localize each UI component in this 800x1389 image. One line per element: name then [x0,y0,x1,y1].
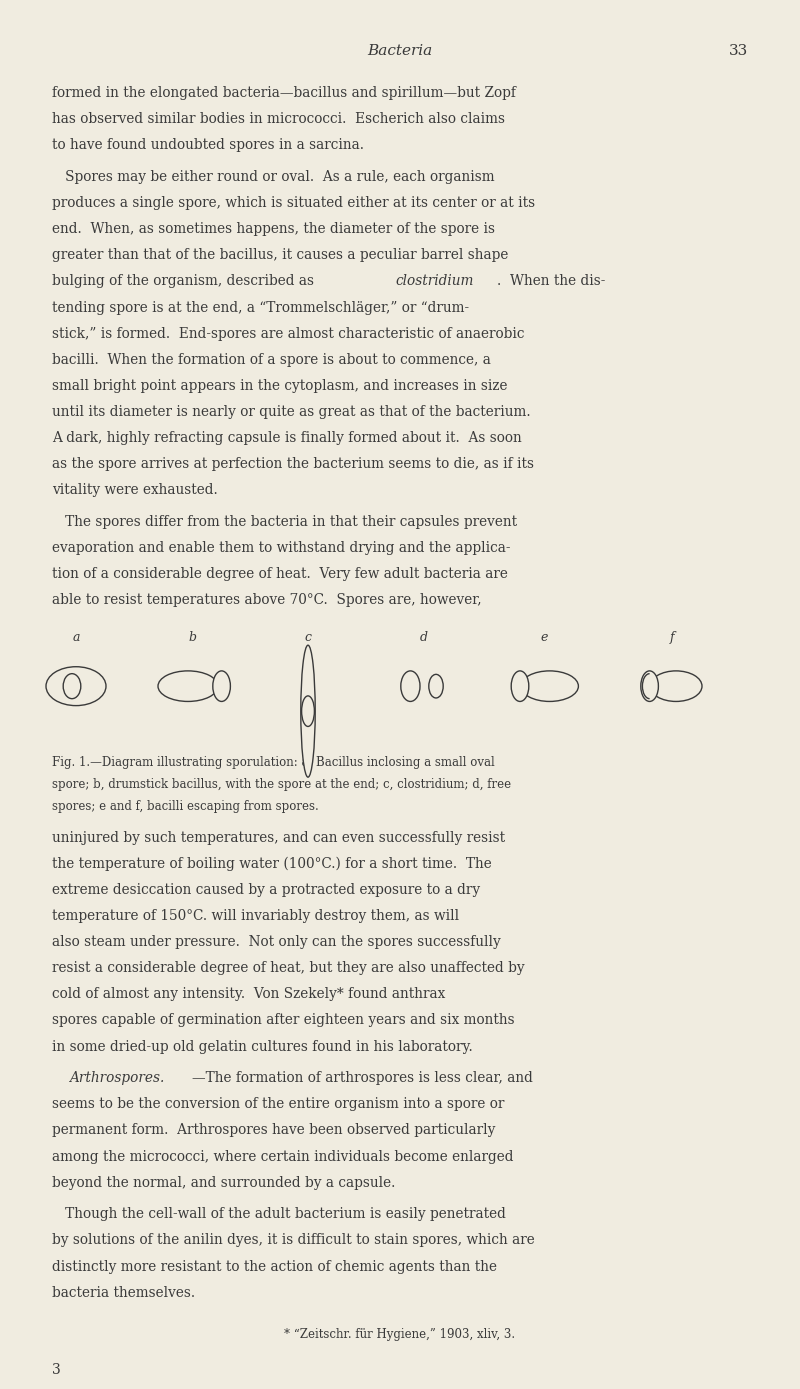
Text: bacilli.  When the formation of a spore is about to commence, a: bacilli. When the formation of a spore i… [52,353,491,367]
Text: also steam under pressure.  Not only can the spores successfully: also steam under pressure. Not only can … [52,935,501,949]
Text: small bright point appears in the cytoplasm, and increases in size: small bright point appears in the cytopl… [52,379,507,393]
Text: Bacteria: Bacteria [367,44,433,58]
Text: tending spore is at the end, a “Trommelschläger,” or “drum-: tending spore is at the end, a “Trommels… [52,300,469,314]
Ellipse shape [429,675,443,699]
Text: end.  When, as sometimes happens, the diameter of the spore is: end. When, as sometimes happens, the dia… [52,222,495,236]
Text: e: e [540,631,548,643]
Text: able to resist temperatures above 70°C.  Spores are, however,: able to resist temperatures above 70°C. … [52,593,482,607]
Text: uninjured by such temperatures, and can even successfully resist: uninjured by such temperatures, and can … [52,831,505,845]
Text: clostridium: clostridium [396,275,474,289]
Text: resist a considerable degree of heat, but they are also unaffected by: resist a considerable degree of heat, bu… [52,961,525,975]
Text: Arthrospores.: Arthrospores. [69,1071,164,1085]
Text: —The formation of arthrospores is less clear, and: —The formation of arthrospores is less c… [192,1071,533,1085]
Ellipse shape [301,646,315,778]
Text: 33: 33 [729,44,748,58]
Text: produces a single spore, which is situated either at its center or at its: produces a single spore, which is situat… [52,196,535,210]
Text: temperature of 150°C. will invariably destroy them, as will: temperature of 150°C. will invariably de… [52,908,459,922]
Ellipse shape [641,671,658,701]
Text: seems to be the conversion of the entire organism into a spore or: seems to be the conversion of the entire… [52,1097,504,1111]
Ellipse shape [213,671,230,701]
Text: formed in the elongated bacteria—bacillus and spirillum—but Zopf: formed in the elongated bacteria—bacillu… [52,86,516,100]
Text: a: a [72,631,80,643]
Text: 3: 3 [52,1363,61,1376]
Text: The spores differ from the bacteria in that their capsules prevent: The spores differ from the bacteria in t… [52,515,517,529]
Text: until its diameter is nearly or quite as great as that of the bacterium.: until its diameter is nearly or quite as… [52,406,530,419]
Text: spores capable of germination after eighteen years and six months: spores capable of germination after eigh… [52,1014,514,1028]
Text: spore; b, drumstick bacillus, with the spore at the end; c, clostridium; d, free: spore; b, drumstick bacillus, with the s… [52,778,511,790]
Text: bulging of the organism, described as: bulging of the organism, described as [52,275,318,289]
Ellipse shape [63,674,81,699]
Text: spores; e and f, bacilli escaping from spores.: spores; e and f, bacilli escaping from s… [52,800,318,813]
Text: Spores may be either round or oval.  As a rule, each organism: Spores may be either round or oval. As a… [52,169,494,183]
Text: greater than that of the bacillus, it causes a peculiar barrel shape: greater than that of the bacillus, it ca… [52,249,508,263]
Text: evaporation and enable them to withstand drying and the applica-: evaporation and enable them to withstand… [52,542,510,556]
Text: has observed similar bodies in micrococci.  Escherich also claims: has observed similar bodies in micrococc… [52,113,505,126]
Ellipse shape [521,671,578,701]
Text: * “Zeitschr. für Hygiene,” 1903, xliv, 3.: * “Zeitschr. für Hygiene,” 1903, xliv, 3… [285,1328,515,1342]
Text: c: c [305,631,311,643]
Text: bacteria themselves.: bacteria themselves. [52,1286,195,1300]
Ellipse shape [158,671,218,701]
Text: distinctly more resistant to the action of chemic agents than the: distinctly more resistant to the action … [52,1260,497,1274]
Text: permanent form.  Arthrospores have been observed particularly: permanent form. Arthrospores have been o… [52,1124,495,1138]
Ellipse shape [650,671,702,701]
Text: as the spore arrives at perfection the bacterium seems to die, as if its: as the spore arrives at perfection the b… [52,457,534,471]
Text: extreme desiccation caused by a protracted exposure to a dry: extreme desiccation caused by a protract… [52,883,480,897]
Text: b: b [188,631,196,643]
Text: to have found undoubted spores in a sarcina.: to have found undoubted spores in a sarc… [52,139,364,153]
Text: in some dried-up old gelatin cultures found in his laboratory.: in some dried-up old gelatin cultures fo… [52,1039,473,1053]
Text: .  When the dis-: . When the dis- [497,275,606,289]
Text: d: d [420,631,428,643]
Text: f: f [670,631,674,643]
Text: vitality were exhausted.: vitality were exhausted. [52,483,218,497]
Text: stick,” is formed.  End-spores are almost characteristic of anaerobic: stick,” is formed. End-spores are almost… [52,326,525,340]
Text: Fig. 1.—Diagram illustrating sporulation: a, Bacillus inclosing a small oval: Fig. 1.—Diagram illustrating sporulation… [52,756,494,768]
Ellipse shape [401,671,420,701]
Text: the temperature of boiling water (100°C.) for a short time.  The: the temperature of boiling water (100°C.… [52,857,492,871]
Text: tion of a considerable degree of heat.  Very few adult bacteria are: tion of a considerable degree of heat. V… [52,567,508,581]
Text: A dark, highly refracting capsule is finally formed about it.  As soon: A dark, highly refracting capsule is fin… [52,431,522,444]
Text: Though the cell-wall of the adult bacterium is easily penetrated: Though the cell-wall of the adult bacter… [52,1207,506,1221]
Text: cold of almost any intensity.  Von Szekely* found anthrax: cold of almost any intensity. Von Szekel… [52,988,446,1001]
Ellipse shape [511,671,529,701]
Ellipse shape [46,667,106,706]
Text: by solutions of the anilin dyes, it is difficult to stain spores, which are: by solutions of the anilin dyes, it is d… [52,1233,534,1247]
Ellipse shape [302,696,314,726]
Text: among the micrococci, where certain individuals become enlarged: among the micrococci, where certain indi… [52,1150,514,1164]
Text: beyond the normal, and surrounded by a capsule.: beyond the normal, and surrounded by a c… [52,1175,395,1189]
